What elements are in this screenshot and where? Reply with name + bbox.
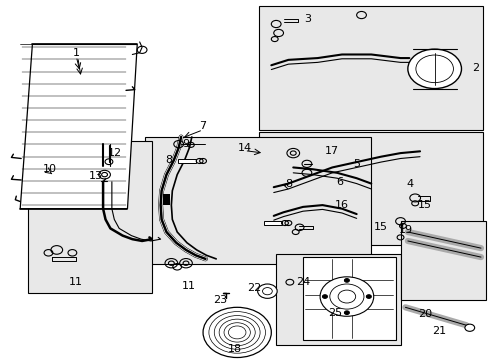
- Bar: [276, 253, 400, 345]
- Circle shape: [257, 284, 277, 298]
- Text: 18: 18: [227, 343, 241, 354]
- Text: 24: 24: [295, 277, 309, 287]
- Text: 2: 2: [471, 63, 479, 73]
- Text: 22: 22: [246, 283, 261, 293]
- Text: 13: 13: [89, 171, 102, 181]
- Bar: [400, 221, 485, 300]
- Text: 8: 8: [165, 155, 172, 165]
- Text: 7: 7: [199, 121, 206, 131]
- Text: 20: 20: [417, 310, 431, 319]
- Circle shape: [407, 49, 461, 89]
- Text: 5: 5: [352, 159, 360, 169]
- Text: 14: 14: [237, 143, 251, 153]
- Text: 11: 11: [69, 277, 83, 287]
- Circle shape: [415, 55, 452, 83]
- Circle shape: [344, 279, 348, 282]
- Circle shape: [329, 284, 363, 309]
- Bar: [264, 221, 282, 225]
- Text: 10: 10: [42, 164, 56, 174]
- Bar: [303, 257, 395, 339]
- Circle shape: [320, 277, 373, 316]
- Text: 21: 21: [431, 325, 446, 336]
- Text: 25: 25: [327, 308, 341, 318]
- Text: 23: 23: [213, 295, 227, 305]
- Text: 1: 1: [73, 48, 80, 58]
- Text: 3: 3: [304, 14, 311, 24]
- Circle shape: [366, 295, 370, 298]
- Circle shape: [322, 295, 327, 298]
- Circle shape: [228, 326, 245, 339]
- Bar: [259, 132, 483, 244]
- Text: 15: 15: [373, 222, 387, 231]
- Text: 17: 17: [325, 146, 339, 156]
- Bar: [27, 140, 152, 293]
- Text: 16: 16: [334, 200, 348, 210]
- Circle shape: [337, 290, 355, 303]
- Text: 8: 8: [284, 179, 291, 189]
- Bar: [177, 159, 195, 163]
- Bar: [259, 6, 483, 130]
- Text: 11: 11: [181, 281, 195, 291]
- Text: 6: 6: [335, 177, 343, 187]
- Text: 9: 9: [182, 139, 189, 149]
- Circle shape: [344, 311, 348, 315]
- Circle shape: [464, 324, 474, 331]
- Circle shape: [262, 288, 272, 295]
- Bar: [162, 194, 170, 205]
- Text: 15: 15: [417, 200, 431, 210]
- Bar: [144, 137, 370, 264]
- Text: 12: 12: [108, 148, 122, 158]
- Text: 4: 4: [406, 179, 413, 189]
- Polygon shape: [20, 44, 137, 209]
- Text: 19: 19: [398, 225, 412, 235]
